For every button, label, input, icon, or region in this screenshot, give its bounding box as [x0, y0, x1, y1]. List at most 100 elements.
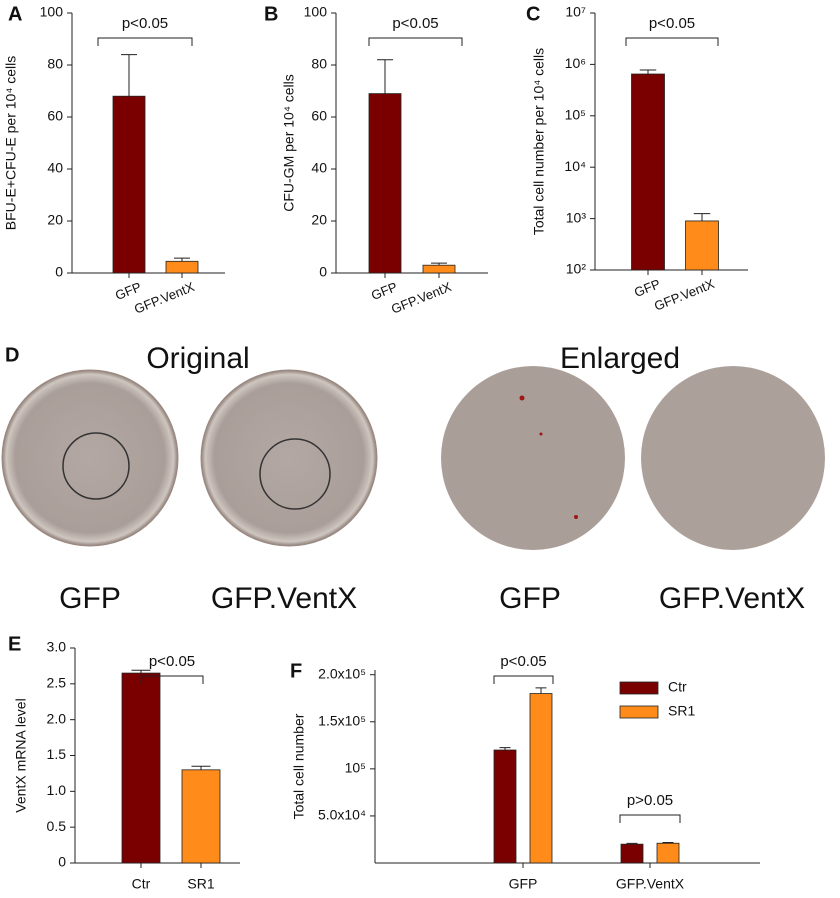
- plate-circle: [62, 432, 130, 500]
- bar: [368, 93, 402, 274]
- bar: [112, 95, 146, 274]
- bar: [121, 672, 161, 864]
- error-bar: [131, 669, 151, 674]
- y-tick-label: 0: [55, 264, 63, 280]
- error-bar: [639, 69, 657, 75]
- y-tick-label: 3.0: [47, 639, 67, 655]
- y-tick-label: 1.5x10⁵: [318, 712, 366, 728]
- y-axis-label: VentX mRNA level: [13, 698, 29, 812]
- significance-bracket: [140, 675, 204, 684]
- y-tick-label: 10⁶: [565, 55, 586, 71]
- error-bar: [431, 262, 447, 266]
- y-tick-label: 1.0: [47, 782, 67, 798]
- y-tick-label: 0.5: [47, 818, 67, 834]
- y-tick-label: 10⁵: [345, 760, 366, 776]
- y-tick-label: 2.0: [47, 710, 67, 726]
- x-tick-label: GFP.VentX: [389, 279, 454, 317]
- x-tick-label: SR1: [187, 876, 214, 892]
- bar: [620, 843, 644, 864]
- legend-label: Ctr: [668, 679, 687, 695]
- error-bar: [535, 687, 547, 694]
- error-bar: [626, 842, 638, 845]
- significance-bracket: [625, 37, 719, 46]
- y-tick-label: 10⁴: [564, 158, 586, 174]
- error-bar: [191, 765, 211, 770]
- y-tick-label: 0: [319, 264, 327, 280]
- significance-bracket: [97, 37, 193, 46]
- y-tick-label: 80: [311, 56, 327, 72]
- plates: [1, 366, 825, 550]
- bar: [422, 264, 456, 274]
- x-tick-label: GFP.VentX: [132, 279, 197, 317]
- x-tick-label: GFP: [509, 876, 538, 892]
- error-bar: [693, 213, 711, 221]
- error-bar: [662, 841, 674, 844]
- y-tick-label: 2.5: [47, 675, 67, 691]
- panel-label: C: [526, 3, 540, 25]
- y-tick-label: 20: [311, 212, 327, 228]
- plate-label: GFP: [59, 582, 121, 615]
- plate-label: GFP.VentX: [659, 582, 805, 615]
- y-tick-label: 0: [58, 854, 66, 870]
- colony: [519, 395, 525, 401]
- significance-bracket: [368, 37, 463, 46]
- bar: [181, 769, 221, 864]
- y-tick-label: 2.0x10⁵: [318, 665, 366, 681]
- panel-label: A: [8, 3, 22, 25]
- y-tick-label: 20: [47, 212, 63, 228]
- y-axis-label: CFU-GM per 10⁴ cells: [281, 74, 297, 211]
- y-tick-label: 5.0x10⁴: [318, 807, 366, 823]
- y-tick-label: 100: [40, 4, 64, 20]
- panel-label: F: [290, 660, 302, 682]
- y-tick-label: 40: [311, 160, 327, 176]
- plate-circle: [259, 438, 331, 510]
- significance-label: p>0.05: [627, 792, 673, 809]
- bar: [493, 749, 517, 864]
- x-tick-label: Ctr: [132, 876, 151, 892]
- significance-label: p<0.05: [149, 653, 195, 670]
- heading: Original: [146, 342, 249, 375]
- y-axis-label: Total cell number per 10⁴ cells: [531, 48, 547, 235]
- legend-swatch: [619, 681, 659, 695]
- error-bar: [377, 59, 393, 94]
- y-axis-label: BFU-E+CFU-E per 10⁴ cells: [3, 56, 19, 230]
- y-tick-label: 60: [311, 108, 327, 124]
- panel-label: E: [8, 633, 21, 655]
- colony: [574, 515, 578, 519]
- heading: Enlarged: [560, 342, 680, 375]
- legend-swatch: [619, 705, 659, 719]
- y-tick-label: 10⁵: [565, 107, 586, 123]
- colony: [539, 432, 543, 436]
- y-tick-label: 10⁷: [565, 4, 586, 20]
- error-bar: [121, 54, 137, 97]
- panel-label: D: [5, 344, 19, 366]
- error-bar: [499, 747, 511, 751]
- legend-label: SR1: [668, 703, 695, 719]
- y-tick-label: 100: [304, 4, 328, 20]
- plate-label: GFP: [499, 582, 561, 615]
- bar: [529, 693, 553, 864]
- x-tick-label: GFP.VentX: [652, 276, 717, 314]
- significance-label: p<0.05: [392, 15, 438, 32]
- x-tick-label: GFP.VentX: [616, 876, 685, 892]
- significance-bracket: [619, 814, 681, 823]
- significance-label: p<0.05: [500, 653, 546, 670]
- plate-enlarged: [441, 366, 625, 550]
- significance-label: p<0.05: [122, 15, 168, 32]
- y-tick-label: 60: [47, 108, 63, 124]
- bar: [656, 842, 680, 864]
- bar: [165, 260, 199, 274]
- plate: [1, 369, 179, 547]
- plate-enlarged: [641, 366, 825, 550]
- significance-label: p<0.05: [649, 15, 695, 32]
- error-bar: [174, 257, 190, 262]
- bar: [685, 220, 719, 271]
- significance-bracket: [493, 675, 554, 684]
- bar: [631, 73, 665, 271]
- panel-label: B: [264, 3, 278, 25]
- y-axis-label: Total cell number: [291, 713, 307, 819]
- plate-label: GFP.VentX: [211, 582, 357, 615]
- plate: [200, 369, 378, 547]
- y-tick-label: 1.5: [47, 746, 67, 762]
